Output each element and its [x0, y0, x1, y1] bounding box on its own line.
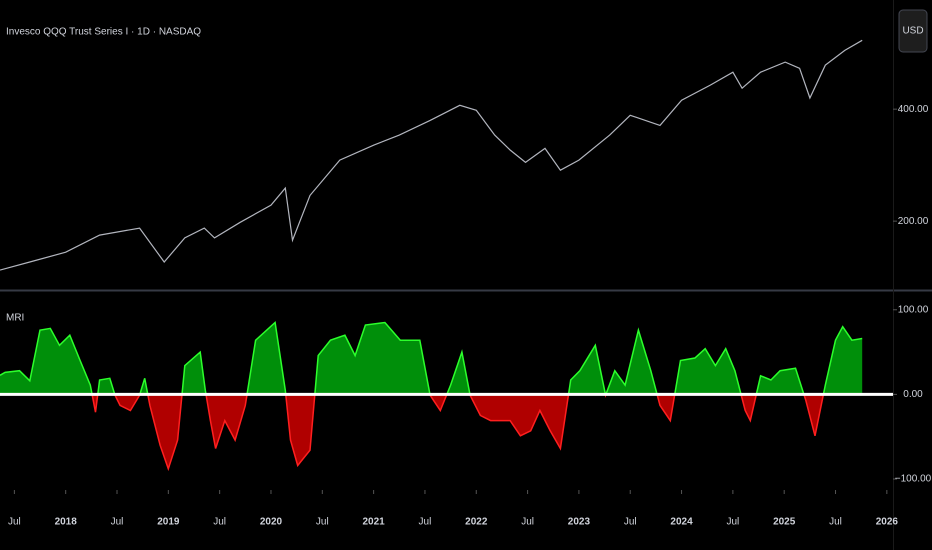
x-tick-label: Jul [624, 517, 637, 528]
y-tick-label: 200.00 [898, 216, 929, 227]
chart-title: Invesco QQQ Trust Series I · 1D · NASDAQ [6, 27, 201, 38]
x-tick-label: Jul [213, 517, 226, 528]
y-tick-label: 100.00 [898, 304, 929, 315]
currency-button[interactable] [898, 9, 928, 53]
x-tick-label: 2019 [157, 517, 180, 528]
x-tick-label: 2022 [465, 517, 488, 528]
x-tick-label: 2024 [670, 517, 693, 528]
y-tick-label: 400.00 [898, 104, 929, 115]
x-tick-label: Jul [521, 517, 534, 528]
x-tick-label: 2026 [876, 517, 899, 528]
x-tick-label: Jul [419, 517, 432, 528]
currency-label[interactable]: USD [902, 26, 923, 37]
oscillator-line [0, 321, 863, 472]
x-tick-label: 2025 [773, 517, 796, 528]
x-tick-label: Jul [111, 517, 124, 528]
x-tick-label: 2018 [55, 517, 78, 528]
x-tick-label: 2020 [260, 517, 283, 528]
x-tick-label: Jul [829, 517, 842, 528]
y-tick-label: −100.00 [895, 474, 932, 485]
indicator-title: MRI [6, 313, 24, 324]
price-line [0, 39, 863, 271]
x-tick-label: 2021 [362, 517, 385, 528]
x-tick-label: Jul [316, 517, 329, 528]
x-tick-label: 2023 [568, 517, 591, 528]
x-tick-label: Jul [8, 517, 21, 528]
y-tick-label: 0.00 [903, 389, 923, 400]
x-tick-label: Jul [726, 517, 739, 528]
